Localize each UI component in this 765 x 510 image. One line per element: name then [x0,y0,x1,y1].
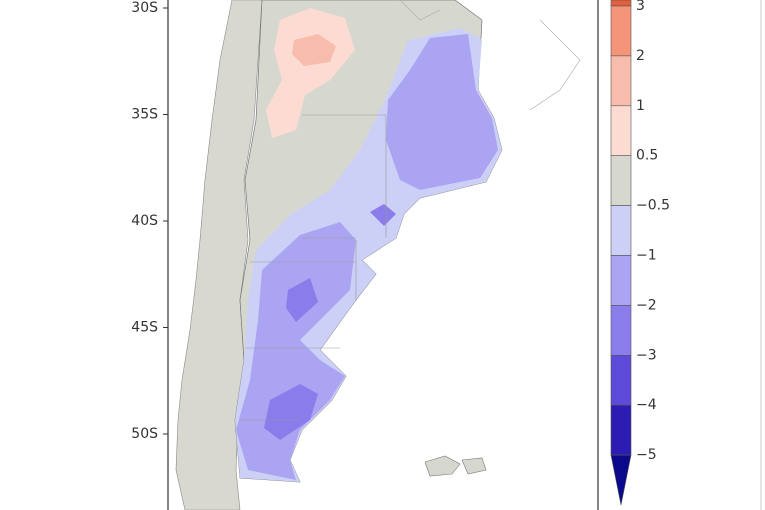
colorbar-label: 2 [636,48,645,64]
colorbar-label: 1 [636,98,645,114]
anomaly-salmon [292,34,336,66]
colorbar-label: −4 [636,397,657,413]
colorbar-bin [610,205,632,256]
colorbar: 3 2 1 0.5 −0.5 −1 −2 −3 −4 −5 [610,0,670,506]
anomaly-pink [266,8,355,138]
lat-label: 35S [131,107,158,123]
colorbar-bin [610,305,632,356]
anomaly-blue-east [386,34,498,190]
map [175,0,581,510]
colorbar-label: −5 [636,447,657,463]
colorbar-label: −3 [636,347,657,363]
colorbar-label: −0.5 [636,198,670,214]
colorbar-bin [610,255,632,306]
colorbar-label: 3 [636,0,645,14]
anomaly-dark-3 [370,204,396,226]
lat-label: 30S [131,0,158,16]
province-borders [240,114,387,421]
falkland-islands [424,455,487,477]
lat-label: 45S [131,320,158,336]
anomaly-dark-1 [286,278,318,322]
anomaly-blue-south [236,222,356,480]
anomaly-dark-2 [264,384,318,440]
latitude-axis: 30S 35S 40S 45S 50S [131,0,168,442]
colorbar-label: −2 [636,297,657,313]
colorbar-bin [610,55,632,107]
colorbar-bin [610,354,632,406]
lat-label: 40S [131,213,158,229]
colorbar-bin [610,155,632,206]
colorbar-bin [610,105,632,157]
colorbar-label: −1 [636,248,657,264]
colorbar-bin [610,404,632,456]
colorbar-bin [610,5,632,57]
lat-label: 50S [131,426,158,442]
colorbar-label: 0.5 [636,148,658,164]
colorbar-cap [610,0,632,7]
colorbar-triangle [610,454,632,506]
neighbor-borders [399,0,581,111]
